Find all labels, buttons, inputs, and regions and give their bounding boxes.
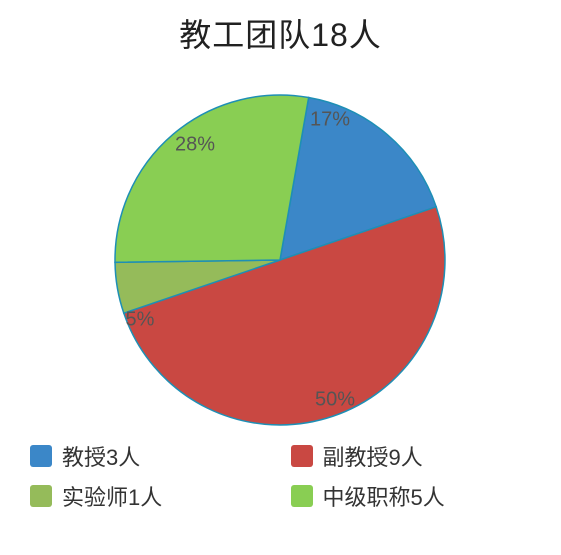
legend-item: 实验师1人 [30,480,271,512]
slice-label: 50% [315,389,355,412]
pie-chart: 17% 50% 5% 28% [0,60,561,440]
legend-item: 副教授9人 [291,440,532,472]
legend-swatch [30,445,52,467]
slice-label: 28% [175,134,215,157]
pie-slice [115,95,309,262]
legend: 教授3人 副教授9人实验师1人 中级职称5人 [0,440,561,512]
slice-label: 17% [310,109,350,132]
legend-text: 实验师1人 [62,480,162,512]
legend-swatch [30,485,52,507]
legend-swatch [291,445,313,467]
legend-text: 教授3人 [62,440,140,472]
legend-text: 副教授9人 [323,440,423,472]
legend-item: 教授3人 [30,440,271,472]
pie-svg [0,60,561,440]
legend-item: 中级职称5人 [291,480,532,512]
slice-label: 5% [126,309,155,332]
legend-text: 中级职称5人 [323,480,445,512]
chart-title: 教工团队18人 [0,0,561,60]
legend-swatch [291,485,313,507]
